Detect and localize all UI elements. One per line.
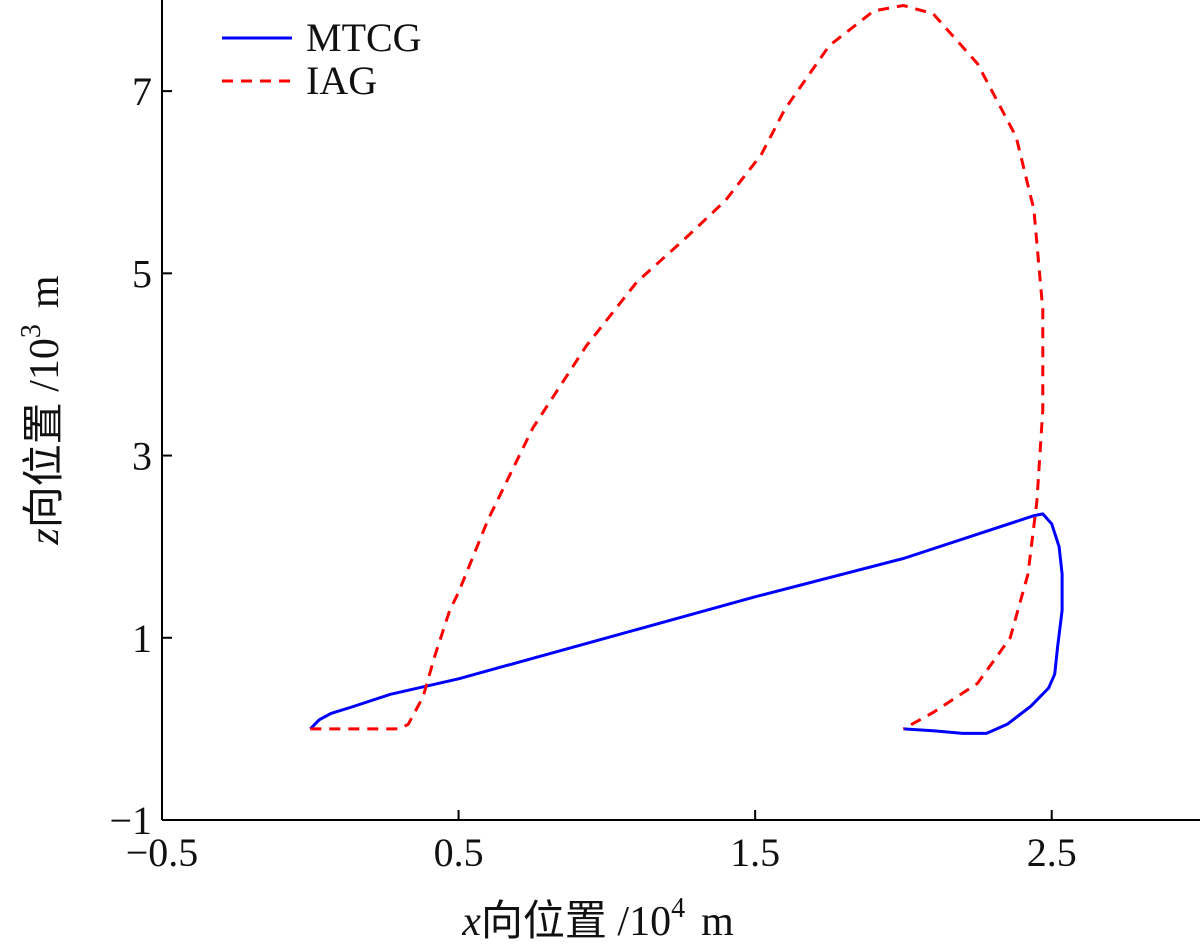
x-axis-variable: x xyxy=(461,899,481,945)
ticks: −0.5 0.5 1.5 2.5 −1 1 3 5 7 xyxy=(109,69,1076,875)
y-axis-unit: m xyxy=(22,275,68,308)
series-line-mtcg xyxy=(309,512,1064,735)
x-axis-label-text: 向位置 /10 xyxy=(481,898,671,945)
y-tick-label: 7 xyxy=(132,69,152,114)
series-line-iag xyxy=(310,4,1045,731)
axes xyxy=(161,0,1200,821)
legend-label-iag: IAG xyxy=(306,58,377,103)
series-layer xyxy=(309,4,1064,735)
legend: MTCG IAG xyxy=(222,15,422,103)
y-tick-label: −1 xyxy=(109,798,152,843)
y-tick-label: 1 xyxy=(132,616,152,661)
legend-label-mtcg: MTCG xyxy=(306,15,422,60)
x-axis-label: x向位置 /104 m xyxy=(461,893,734,945)
x-tick-label: −0.5 xyxy=(126,830,199,875)
x-tick-label: 2.5 xyxy=(1027,830,1077,875)
y-tick-label: 5 xyxy=(132,251,152,296)
y-axis-variable: z xyxy=(22,528,68,545)
y-axis-exponent: 3 xyxy=(16,324,47,338)
x-axis-exponent: 4 xyxy=(671,893,685,924)
x-tick-label: 0.5 xyxy=(434,830,484,875)
y-axis-label: z向位置 /103 m xyxy=(16,275,68,546)
x-tick-label: 1.5 xyxy=(730,830,780,875)
y-tick-label: 3 xyxy=(132,434,152,479)
x-axis-unit: m xyxy=(701,899,734,945)
y-axis-label-text: 向位置 /10 xyxy=(21,338,68,528)
